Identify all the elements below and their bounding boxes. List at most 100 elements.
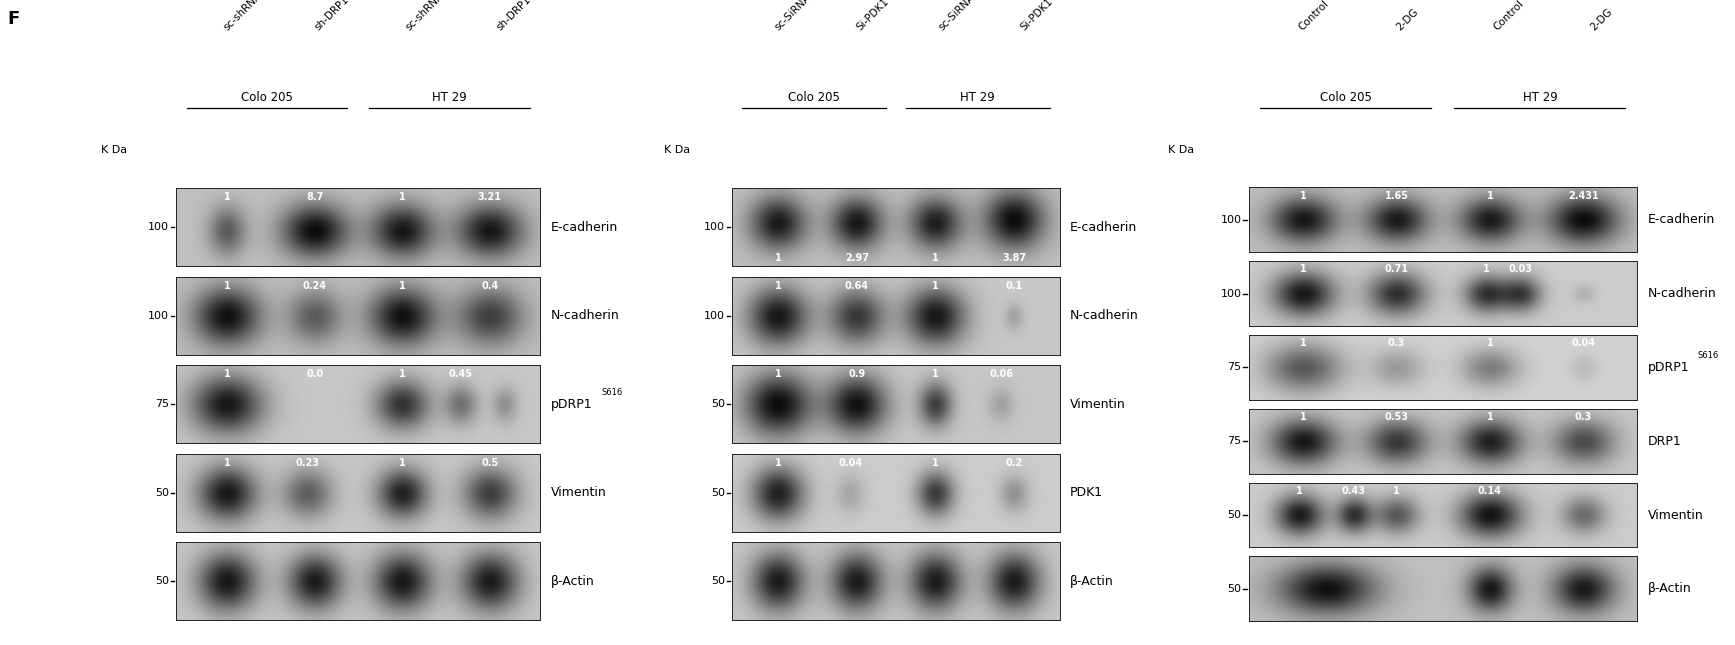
Text: DRP1: DRP1	[1648, 435, 1681, 448]
Text: pDRP1: pDRP1	[552, 398, 592, 411]
Text: 1: 1	[932, 370, 939, 379]
Text: F: F	[7, 10, 19, 28]
Text: HT 29: HT 29	[432, 92, 467, 104]
Text: 50: 50	[1228, 584, 1242, 594]
Text: 1: 1	[399, 370, 406, 379]
Text: β-Actin: β-Actin	[552, 575, 595, 588]
Text: sc-shRNA: sc-shRNA	[222, 0, 264, 33]
Text: 0.04: 0.04	[1572, 338, 1594, 348]
Text: 0.2: 0.2	[1006, 458, 1024, 468]
Text: 1: 1	[224, 370, 231, 379]
Text: 50: 50	[1228, 510, 1242, 520]
Text: 100: 100	[1220, 289, 1242, 299]
Text: 1: 1	[1487, 412, 1494, 422]
Text: 1: 1	[399, 192, 406, 203]
Text: 1: 1	[776, 458, 781, 468]
Text: Vimentin: Vimentin	[552, 486, 607, 499]
Text: 1: 1	[399, 281, 406, 291]
Text: 1: 1	[1300, 338, 1306, 348]
Text: N-cadherin: N-cadherin	[1648, 287, 1716, 300]
Text: K Da: K Da	[665, 145, 691, 155]
Text: 0.23: 0.23	[295, 458, 319, 468]
Text: E-cadherin: E-cadherin	[1648, 213, 1714, 226]
Text: sc-shRNA: sc-shRNA	[404, 0, 446, 33]
Text: 1: 1	[1393, 486, 1400, 496]
Text: 1: 1	[399, 458, 406, 468]
Text: N-cadherin: N-cadherin	[552, 310, 619, 322]
Text: HT 29: HT 29	[1523, 92, 1558, 104]
Text: 0.3: 0.3	[1388, 338, 1405, 348]
Text: Colo 205: Colo 205	[1320, 92, 1372, 104]
Text: 0.9: 0.9	[848, 370, 866, 379]
Text: 2-DG: 2-DG	[1395, 7, 1419, 33]
Text: 0.45: 0.45	[449, 370, 472, 379]
Text: K Da: K Da	[101, 145, 127, 155]
Text: Control: Control	[1492, 0, 1525, 33]
Text: Si-PDK1: Si-PDK1	[1018, 0, 1055, 33]
Text: 3.87: 3.87	[1003, 253, 1027, 263]
Text: 0.5: 0.5	[481, 458, 498, 468]
Text: 1: 1	[1296, 486, 1303, 496]
Text: 0.1: 0.1	[1006, 281, 1024, 291]
Text: N-cadherin: N-cadherin	[1070, 310, 1138, 322]
Text: 50: 50	[711, 399, 725, 410]
Text: Vimentin: Vimentin	[1070, 398, 1126, 411]
Text: 0.06: 0.06	[989, 370, 1013, 379]
Text: 100: 100	[147, 223, 170, 232]
Text: 50: 50	[711, 488, 725, 498]
Text: 1: 1	[224, 458, 231, 468]
Text: 0.14: 0.14	[1478, 486, 1503, 496]
Text: sh-DRP1: sh-DRP1	[494, 0, 533, 33]
Text: 1: 1	[224, 192, 231, 203]
Text: Control: Control	[1298, 0, 1331, 33]
Text: S616: S616	[602, 388, 623, 397]
Text: 100: 100	[704, 311, 725, 321]
Text: 1: 1	[932, 458, 939, 468]
Text: 100: 100	[1220, 215, 1242, 225]
Text: 1: 1	[1483, 264, 1489, 275]
Text: 100: 100	[147, 311, 170, 321]
Text: E-cadherin: E-cadherin	[552, 221, 618, 233]
Text: HT 29: HT 29	[961, 92, 996, 104]
Text: 100: 100	[704, 223, 725, 232]
Text: K Da: K Da	[1168, 145, 1194, 155]
Text: 2-DG: 2-DG	[1589, 7, 1614, 33]
Text: 0.0: 0.0	[307, 370, 323, 379]
Text: E-cadherin: E-cadherin	[1070, 221, 1138, 233]
Text: β-Actin: β-Actin	[1070, 575, 1114, 588]
Text: Vimentin: Vimentin	[1648, 508, 1704, 522]
Text: 2.431: 2.431	[1568, 191, 1598, 201]
Text: 0.4: 0.4	[481, 281, 498, 291]
Text: 0.53: 0.53	[1385, 412, 1409, 422]
Text: 75: 75	[1227, 362, 1242, 372]
Text: Colo 205: Colo 205	[241, 92, 293, 104]
Text: 50: 50	[154, 488, 170, 498]
Text: 1: 1	[776, 281, 781, 291]
Text: 0.71: 0.71	[1385, 264, 1409, 275]
Text: Si-PDK1: Si-PDK1	[855, 0, 892, 33]
Text: PDK1: PDK1	[1070, 486, 1103, 499]
Text: 3.21: 3.21	[477, 192, 501, 203]
Text: 1: 1	[224, 281, 231, 291]
Text: 1: 1	[1487, 338, 1494, 348]
Text: sc-SiRNA: sc-SiRNA	[937, 0, 977, 33]
Text: sc-SiRNA: sc-SiRNA	[772, 0, 814, 33]
Text: 1: 1	[1300, 264, 1306, 275]
Text: 1: 1	[1300, 191, 1306, 201]
Text: 1: 1	[932, 253, 939, 263]
Text: 75: 75	[154, 399, 170, 410]
Text: 50: 50	[154, 577, 170, 586]
Text: Colo 205: Colo 205	[788, 92, 840, 104]
Text: pDRP1: pDRP1	[1648, 361, 1690, 374]
Text: 1: 1	[776, 370, 781, 379]
Text: 0.24: 0.24	[304, 281, 326, 291]
Text: 1.65: 1.65	[1385, 191, 1409, 201]
Text: 50: 50	[711, 577, 725, 586]
Text: sh-DRP1: sh-DRP1	[312, 0, 350, 33]
Text: 1: 1	[776, 253, 781, 263]
Text: 1: 1	[1300, 412, 1306, 422]
Text: 0.43: 0.43	[1341, 486, 1365, 496]
Text: 0.04: 0.04	[838, 458, 862, 468]
Text: 0.64: 0.64	[845, 281, 869, 291]
Text: 0.3: 0.3	[1574, 412, 1591, 422]
